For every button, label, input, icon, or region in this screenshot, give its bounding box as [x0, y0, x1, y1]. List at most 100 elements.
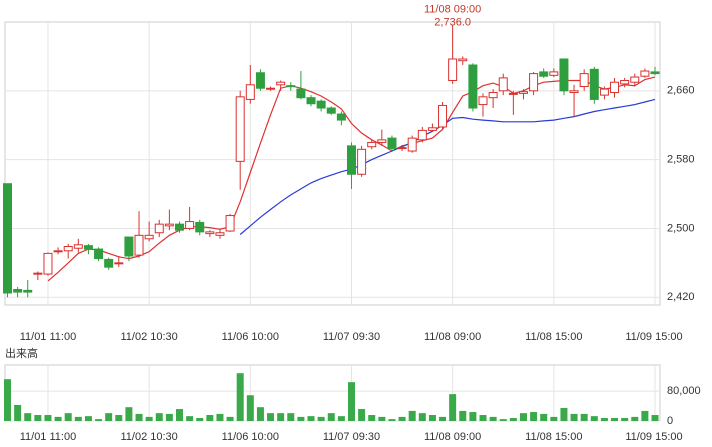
candle-body [215, 232, 225, 236]
annotation-value: 2,736.0 [434, 16, 471, 28]
volume-bar [570, 413, 578, 421]
candle-body [407, 137, 417, 152]
candle-body [144, 234, 154, 240]
candle-body [630, 76, 640, 83]
x-tick-label: 11/02 10:30 [120, 431, 177, 443]
candle-body [225, 215, 235, 232]
candle-body [438, 104, 448, 128]
volume-title: 出来高 [5, 346, 38, 360]
candle-body [569, 90, 579, 94]
x-tick-label: 11/08 15:00 [525, 331, 582, 343]
candle-body [448, 58, 458, 81]
y-tick-label: 0 [667, 415, 673, 427]
candle-body [235, 96, 245, 162]
volume-bar [540, 413, 548, 421]
candle-body [640, 70, 650, 77]
candle-body [326, 107, 336, 114]
volume-bar [206, 415, 214, 421]
candle-body [650, 71, 660, 75]
candle-body [488, 92, 498, 99]
candle-body [266, 87, 276, 90]
volume-bar [256, 407, 264, 421]
candle-body [195, 221, 205, 233]
x-tick-label: 11/02 10:30 [120, 331, 177, 343]
candle-body [114, 262, 124, 265]
moving-average-line [239, 98, 656, 235]
y-tick-label: 2,580 [667, 154, 695, 166]
volume-bar [216, 413, 224, 421]
volume-bar [236, 373, 244, 421]
candle-body [73, 244, 83, 249]
volume-bar [196, 418, 204, 421]
volume-bar [641, 410, 649, 421]
candle-body [94, 248, 104, 260]
candle-body [357, 148, 367, 175]
candle-body [559, 58, 569, 92]
plot-frame [4, 21, 661, 306]
y-tick-label: 80,000 [667, 385, 701, 397]
x-tick-label: 11/01 11:00 [20, 431, 76, 443]
candle-body [346, 145, 356, 175]
volume-bar [155, 413, 163, 421]
candle-body [377, 139, 387, 143]
candle-body [33, 272, 43, 275]
candle-body [124, 236, 134, 257]
candle-body [529, 73, 539, 92]
volume-bar [358, 409, 366, 421]
candle-body [599, 88, 609, 96]
x-tick-label: 11/08 15:00 [525, 431, 582, 443]
candle-body [286, 85, 296, 88]
volume-bar [368, 415, 376, 421]
volume-bar [418, 413, 426, 421]
x-tick-label: 11/09 15:00 [625, 431, 682, 443]
volume-bar [246, 395, 254, 421]
volume-bar [297, 416, 305, 421]
candle-body [427, 127, 437, 131]
candle-body [205, 231, 215, 235]
candle-body [478, 96, 488, 106]
candle-body [13, 289, 23, 293]
volume-bar [479, 415, 487, 421]
x-tick-label: 11/07 09:30 [323, 431, 380, 443]
volume-bar [337, 416, 345, 421]
candle-body [255, 72, 265, 89]
candle-body [296, 88, 306, 99]
candle-body [185, 221, 195, 229]
candle-body [468, 64, 478, 109]
volume-bar [347, 382, 355, 421]
candle-body [539, 71, 549, 77]
candle-body [508, 92, 518, 95]
candle-body [245, 84, 255, 100]
candle-body [316, 100, 326, 109]
y-tick-label: 2,420 [667, 291, 695, 303]
candle-body [276, 81, 286, 86]
volume-bar [378, 416, 386, 421]
volume-bar [186, 416, 194, 421]
volume-bar [600, 418, 608, 421]
candle-body [620, 79, 630, 85]
volume-bar [580, 413, 588, 421]
volume-bar [509, 418, 517, 421]
volume-bar [469, 412, 477, 421]
volume-bar [631, 416, 639, 421]
y-tick-label: 2,500 [667, 222, 695, 234]
volume-bar [621, 418, 629, 421]
volume-bar [34, 415, 42, 421]
volume-bar [398, 416, 406, 421]
volume-bar [439, 416, 447, 421]
candle-body [174, 223, 184, 231]
x-tick-label: 11/01 11:00 [20, 331, 76, 343]
y-tick-label: 2,660 [667, 85, 695, 97]
volume-bar [277, 413, 285, 421]
moving-average-line [47, 76, 656, 282]
volume-bar [651, 415, 659, 421]
x-tick-label: 11/08 09:00 [424, 331, 481, 343]
volume-bar [499, 419, 507, 421]
volume-bar [4, 379, 11, 421]
candle-body [498, 77, 508, 92]
candle-body [387, 137, 397, 149]
candle-body [336, 113, 346, 121]
volume-bar [388, 419, 396, 421]
volume-bar [489, 416, 497, 421]
